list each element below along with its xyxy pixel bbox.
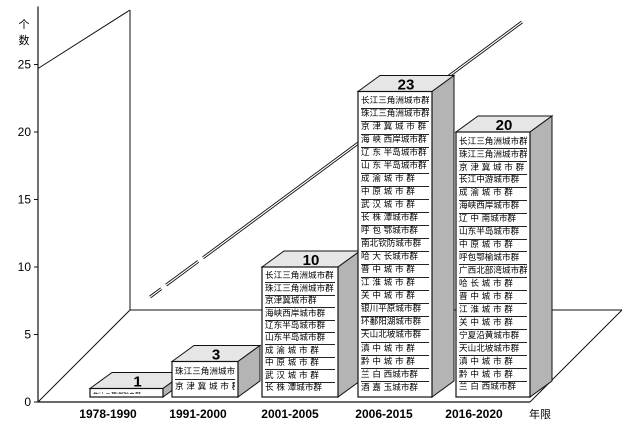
bar-content-item: 银川平原城市群 xyxy=(361,304,429,317)
bar-content-item: 关 中 城 市 群 xyxy=(361,291,429,304)
x-tick-label: 2006-2015 xyxy=(355,407,413,421)
bar-side-face xyxy=(337,250,361,398)
bar-content-item: 山东半岛城市群 xyxy=(265,333,335,346)
x-tick-label: 2001-2005 xyxy=(261,407,319,421)
bar-content-item: 珠江三角洲城市群 xyxy=(265,283,335,296)
bar-content-item: 长江三角洲城市群 xyxy=(361,96,429,109)
bar-content-item: 海 峡 西岸城市群 xyxy=(361,135,429,148)
bars xyxy=(88,74,554,398)
bar-content-item: 滇 中 城 市 群 xyxy=(361,343,429,356)
y-axis: 0 5 10 15 20 25 个数 xyxy=(18,18,38,409)
bar-content-item: 京 津 冀 城 市 群 xyxy=(361,122,429,135)
bar-content-item: 长 株 潭城市群 xyxy=(265,382,323,393)
bar-front-face xyxy=(171,360,239,398)
y-tick-label: 5 xyxy=(24,328,31,342)
bar-content-item: 成 渝 城 市 群 xyxy=(265,345,335,358)
bar-content-item: 辽 中 南城市群 xyxy=(459,214,527,227)
bar-content-item: 长江中游城市群 xyxy=(459,175,527,188)
bar-content-list: 长江三角洲城市群 珠江三角洲城市群 京津冀城市群 海峡西岸城市群 辽东半岛城市群 山东半岛… xyxy=(265,271,335,395)
floor-right-edge xyxy=(529,309,623,403)
bar-content-item: 关 中 城 市 群 xyxy=(459,317,527,331)
value-label: 23 xyxy=(398,77,415,94)
floor-left-edge xyxy=(37,309,131,403)
bar-content-item: 中 原 城 市 群 xyxy=(265,358,335,371)
bar-content-item: 武 汉 城 市 群 xyxy=(361,200,429,213)
bar-front-face xyxy=(357,90,433,398)
value-label: 1 xyxy=(133,374,141,391)
bar-1991-2000 xyxy=(170,344,262,398)
bar-content-item: 珠江三角洲城市群 xyxy=(175,366,235,381)
y-tick-label: 20 xyxy=(18,125,32,139)
bar-content-list: 长江三角洲城市群 珠江三角洲城市群京 津 冀 城 市 群海 峡 西岸城市群辽 东 … xyxy=(361,96,429,395)
bar-content-item: 京津冀城市群 xyxy=(265,296,335,309)
bar-content-item: 珠江三角洲城市群 xyxy=(459,149,527,162)
bar-side-face xyxy=(431,74,455,398)
value-label: 10 xyxy=(303,252,320,269)
bar-content-item: 呼包鄂榆城市群 xyxy=(459,252,527,266)
bar-content-item: 晋 中 城 市 群 xyxy=(459,291,527,305)
bar-content-item: 长江三角洲城市群 xyxy=(459,136,527,149)
bar-content-item: 宁夏沿黄城市群 xyxy=(459,330,527,343)
bar-content-item: 山 东 半岛城市群 xyxy=(361,161,429,174)
bar-content-item: 长江三角洲城市群 xyxy=(93,392,160,395)
y-tick-label: 25 xyxy=(18,58,32,72)
x-tick-label: 2016-2020 xyxy=(445,407,503,421)
bar-content-item: 兰 白 西城市群 xyxy=(459,382,517,393)
bar-content-item: 江 淮 城 市 群 xyxy=(459,304,527,318)
bar-content-item: 海峡西岸城市群 xyxy=(265,308,335,321)
y-tick-label: 15 xyxy=(18,193,32,207)
bar-content-item: 辽 东 半岛城市群 xyxy=(361,148,429,161)
bar-content-item: 长江三角洲城市群 xyxy=(265,271,335,284)
bar-content-item: 黔 中 城 市 群 xyxy=(361,356,429,369)
bar-content-item: 中 原 城 市 群 xyxy=(459,240,527,253)
bar-content-item: 京 津 冀 城 市 群 xyxy=(459,162,527,175)
bar-side-face xyxy=(529,115,553,398)
bar-content-item: 成 渝 城 市 群 xyxy=(361,174,429,187)
bar-content-item: 环鄱阳湖城市群 xyxy=(361,317,429,330)
x-axis-label: 年限 xyxy=(529,407,551,421)
bar-content-item: 哈 大 长城市群 xyxy=(361,252,429,265)
trend-line-inner xyxy=(149,21,523,298)
x-tick-label: 1978-1990 xyxy=(79,407,137,421)
bar-content-item: 京 津 冀 城 市 群 xyxy=(175,381,235,392)
bar-content-item: 呼 包 鄂城市群 xyxy=(361,226,429,239)
bar-content-item: 珠江三角洲城市群 xyxy=(361,109,429,122)
bar-2006-2015 xyxy=(356,74,456,398)
value-labels: 1 3 10 23 20 xyxy=(133,77,512,391)
bar-content-item: 辽东半岛城市群 xyxy=(265,321,335,333)
bar-content-item: 山东半岛城市群 xyxy=(459,227,527,240)
value-label: 3 xyxy=(212,347,220,364)
bar-content-item: 兰 白 西城市群 xyxy=(361,369,429,382)
bar-content-item: 酒 嘉 玉城市群 xyxy=(361,382,419,393)
x-tick-label: 1991-2000 xyxy=(169,407,227,421)
x-axis: 1978-1990 1991-2000 2001-2005 2006-2015 2016… xyxy=(79,407,551,421)
value-label: 20 xyxy=(496,117,513,134)
bar-front-face xyxy=(89,387,164,398)
bar-content-item: 晋 中 城 市 群 xyxy=(361,265,429,278)
y-tick-label: 10 xyxy=(18,260,32,274)
bar-content-item: 江 淮 城 市 群 xyxy=(361,278,429,291)
y-axis-label-char-1: 个 xyxy=(19,18,30,31)
bar-content-item: 天山北坡城市群 xyxy=(361,330,429,343)
bar-content-list: 长江三角洲城市群 珠江三角洲城市群京 津 冀 城 市 群长江中游城市群成 渝 城 … xyxy=(459,136,527,395)
bar-content-item: 南北钦防城市群 xyxy=(361,239,429,252)
bar-content-list: 长江三角洲城市群 xyxy=(93,392,160,395)
bar-content-item: 成 渝 城 市 群 xyxy=(459,188,527,201)
bar-content-item: 中 原 城 市 群 xyxy=(361,187,429,200)
y-tick-label: 0 xyxy=(24,395,31,409)
bar-content-item: 滇 中 城 市 群 xyxy=(459,356,527,369)
bar-content-item: 广西北部湾城市群 xyxy=(459,265,527,279)
bar-content-item: 武 汉 城 市 群 xyxy=(265,370,335,383)
back-wall-top-edge xyxy=(37,9,131,69)
bar-content-item: 黔 中 城 市 群 xyxy=(459,369,527,382)
bar-content-item: 天山北坡城市群 xyxy=(459,343,527,356)
bar-content-item: 哈 长 城 市 群 xyxy=(459,278,527,292)
y-axis-label-char-2: 数 xyxy=(19,34,30,47)
bar-content-item: 长 株 潭城市群 xyxy=(361,213,429,226)
bar-content-item: 海峡西岸城市群 xyxy=(459,201,527,214)
